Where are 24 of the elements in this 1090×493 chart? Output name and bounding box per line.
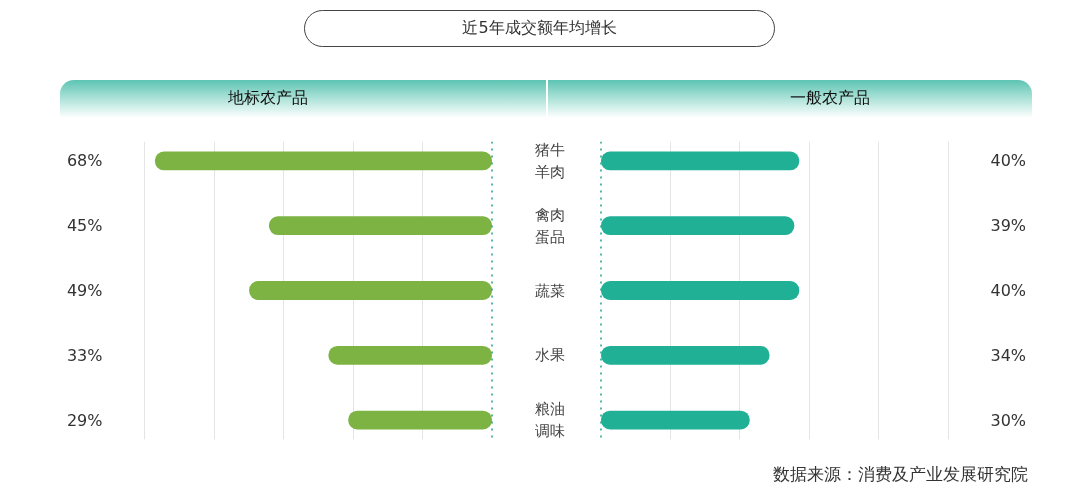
data-label: 33% [66, 345, 103, 365]
data-label: 40% [990, 151, 1027, 171]
text: 近5年成交额年均增长 [304, 10, 775, 47]
chart-subtitle: 地标农产品 [228, 87, 308, 109]
y-tick-label: 猪牛羊肉 [534, 141, 565, 181]
y-tick-label: 蔬菜 [534, 281, 565, 300]
data-label: 39% [990, 216, 1027, 236]
data-label: 40% [990, 281, 1027, 300]
data-label: 30% [990, 410, 1027, 430]
source-note: 数据来源：消费及产业发展研究院 [773, 463, 1028, 486]
data-label: 29% [66, 410, 103, 430]
y-tick-label: 粮油调味 [534, 400, 565, 440]
bar [268, 216, 493, 236]
bar [154, 151, 493, 171]
bar [348, 410, 493, 430]
y-tick-label: 水果 [534, 346, 565, 365]
data-label: 34% [990, 345, 1027, 365]
data-label: 68% [66, 151, 103, 171]
data-label: 45% [66, 216, 103, 236]
chart-subtitle: 一般农产品 [790, 87, 870, 109]
bar [328, 345, 493, 365]
y-tick-label: 禽肉蛋品 [534, 205, 565, 246]
data-label: 49% [66, 281, 103, 300]
bar [249, 281, 493, 300]
